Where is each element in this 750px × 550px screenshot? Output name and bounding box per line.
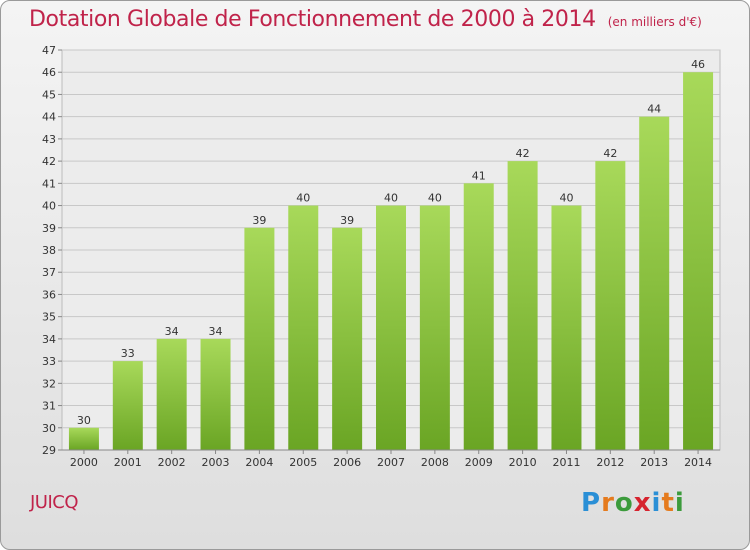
bar bbox=[332, 227, 363, 450]
logo-letter: P bbox=[581, 488, 602, 518]
bar bbox=[463, 183, 494, 451]
y-tick-label: 42 bbox=[42, 155, 56, 168]
bar bbox=[288, 205, 319, 450]
logo-letter: i bbox=[674, 488, 685, 518]
x-tick-label: 2004 bbox=[245, 456, 273, 469]
y-tick-label: 41 bbox=[42, 177, 56, 190]
data-label: 34 bbox=[165, 325, 179, 338]
data-label: 33 bbox=[121, 347, 135, 360]
data-label: 39 bbox=[252, 214, 266, 227]
y-tick-label: 31 bbox=[42, 400, 56, 413]
data-label: 40 bbox=[428, 192, 442, 205]
bar bbox=[376, 205, 406, 450]
y-tick-label: 36 bbox=[42, 288, 56, 301]
commune-name: JUICQ bbox=[30, 492, 79, 513]
x-tick-label: 2003 bbox=[202, 456, 230, 469]
y-tick-label: 33 bbox=[42, 355, 56, 368]
bar bbox=[639, 116, 670, 451]
y-tick-label: 35 bbox=[42, 311, 56, 324]
y-tick-label: 30 bbox=[42, 422, 56, 435]
data-label: 40 bbox=[384, 192, 398, 205]
bar bbox=[200, 338, 231, 450]
y-tick-label: 34 bbox=[42, 333, 56, 346]
data-label: 30 bbox=[77, 414, 91, 427]
x-tick-label: 2010 bbox=[509, 456, 537, 469]
proxiti-logo[interactable]: Proxiti bbox=[581, 488, 685, 518]
y-tick-label: 45 bbox=[42, 88, 56, 101]
bar bbox=[68, 427, 99, 450]
data-label: 34 bbox=[209, 325, 223, 338]
x-tick-label: 2002 bbox=[158, 456, 186, 469]
bar bbox=[419, 205, 450, 450]
data-label: 40 bbox=[559, 192, 573, 205]
y-tick-label: 32 bbox=[42, 377, 56, 390]
x-tick-label: 2001 bbox=[114, 456, 142, 469]
x-tick-label: 2011 bbox=[552, 456, 580, 469]
data-label: 39 bbox=[340, 214, 354, 227]
x-tick-label: 2007 bbox=[377, 456, 405, 469]
bar bbox=[551, 205, 582, 450]
bar bbox=[507, 161, 538, 450]
data-label: 44 bbox=[647, 103, 661, 116]
y-tick-label: 37 bbox=[42, 266, 56, 279]
y-tick-label: 38 bbox=[42, 244, 56, 257]
chart-title: Dotation Globale de Fonctionnement de 20… bbox=[29, 7, 702, 32]
data-label: 46 bbox=[691, 58, 705, 71]
bar bbox=[112, 361, 143, 450]
x-tick-label: 2014 bbox=[684, 456, 712, 469]
bar bbox=[595, 161, 626, 450]
y-tick-label: 47 bbox=[42, 44, 56, 57]
title-text: Dotation Globale de Fonctionnement de 20… bbox=[29, 7, 596, 32]
logo-letter: t bbox=[661, 488, 675, 518]
y-tick-label: 43 bbox=[42, 133, 56, 146]
x-tick-label: 2005 bbox=[289, 456, 317, 469]
bar bbox=[244, 227, 275, 450]
logo-letter: r bbox=[601, 488, 615, 518]
y-tick-label: 44 bbox=[42, 111, 56, 124]
data-label: 42 bbox=[516, 147, 530, 160]
x-tick-label: 2008 bbox=[421, 456, 449, 469]
y-tick-label: 40 bbox=[42, 200, 56, 213]
y-tick-label: 39 bbox=[42, 222, 56, 235]
data-label: 40 bbox=[296, 192, 310, 205]
y-tick-label: 46 bbox=[42, 66, 56, 79]
bar bbox=[683, 72, 714, 450]
x-tick-label: 2012 bbox=[596, 456, 624, 469]
x-tick-label: 2006 bbox=[333, 456, 361, 469]
y-tick-label: 29 bbox=[42, 444, 56, 457]
data-label: 42 bbox=[603, 147, 617, 160]
logo-letter: o bbox=[614, 488, 634, 518]
logo-letter: i bbox=[651, 488, 662, 518]
x-tick-label: 2000 bbox=[70, 456, 98, 469]
x-tick-label: 2009 bbox=[465, 456, 493, 469]
unit-note: (en milliers d'€) bbox=[607, 15, 702, 29]
x-tick-label: 2013 bbox=[640, 456, 668, 469]
logo-letter: x bbox=[633, 488, 652, 518]
data-label: 41 bbox=[472, 169, 486, 182]
bar bbox=[156, 338, 187, 450]
